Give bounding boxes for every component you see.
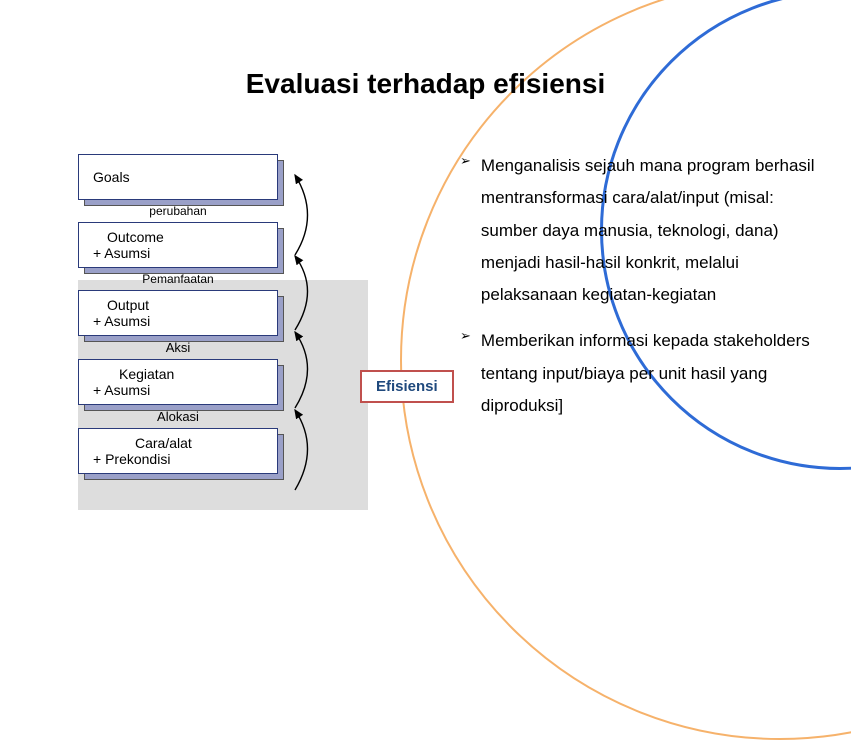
node-line2: + Asumsi <box>93 245 277 261</box>
node-line1: Output <box>93 297 277 313</box>
bullet-1: ➢ Menganalisis sejauh mana program berha… <box>460 150 820 311</box>
node-line1: Cara/alat <box>93 435 277 451</box>
node-line1: Kegiatan <box>93 366 277 382</box>
node-line2: + Prekondisi <box>93 451 277 467</box>
node-cara: Cara/alat + Prekondisi <box>78 428 278 474</box>
node-line1: Outcome <box>93 229 277 245</box>
bullet-text: Menganalisis sejauh mana program berhasi… <box>481 150 820 311</box>
node-line2: + Asumsi <box>93 382 277 398</box>
interlabel-perubahan: perubahan <box>70 204 286 218</box>
bullet-text: Memberikan informasi kepada stakeholders… <box>481 325 820 422</box>
node-line2: + Asumsi <box>93 313 277 329</box>
node-outcome: Outcome + Asumsi <box>78 222 278 268</box>
interlabel-alokasi: Alokasi <box>70 409 286 424</box>
node-output: Output + Asumsi <box>78 290 278 336</box>
right-column: ➢ Menganalisis sejauh mana program berha… <box>460 150 820 436</box>
bullet-mark-icon: ➢ <box>460 329 471 342</box>
interlabel-pemanfaatan: Pemanfaatan <box>70 272 286 286</box>
node-line1: Goals <box>93 169 277 185</box>
bullet-2: ➢ Memberikan informasi kepada stakeholde… <box>460 325 820 422</box>
interlabel-aksi: Aksi <box>70 340 286 355</box>
badge-efisiensi: Efisiensi <box>360 370 454 403</box>
left-column: Goals perubahan Outcome + Asumsi Pemanfa… <box>70 150 320 478</box>
slide-title: Evaluasi terhadap efisiensi <box>0 68 851 100</box>
node-goals: Goals <box>78 154 278 200</box>
node-kegiatan: Kegiatan + Asumsi <box>78 359 278 405</box>
bullet-mark-icon: ➢ <box>460 154 471 167</box>
